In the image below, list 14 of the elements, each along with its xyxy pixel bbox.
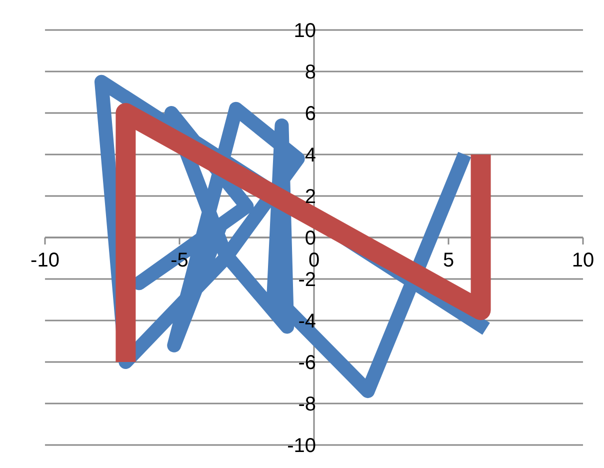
y-tick-label: -8: [298, 394, 316, 416]
y-tick-label: 4: [304, 144, 316, 166]
y-tick-label: 6: [304, 103, 316, 125]
y-tick-label: -6: [298, 352, 316, 374]
y-tick-label: 2: [304, 186, 316, 208]
y-tick-label: 8: [304, 62, 316, 84]
x-tick-label: 5: [442, 250, 454, 272]
x-tick-label: 10: [572, 250, 594, 272]
y-tick-label: -10: [287, 435, 316, 457]
y-tick-label: 0: [304, 228, 316, 250]
y-tick-label: -4: [298, 310, 316, 332]
x-tick-label: -10: [30, 250, 60, 272]
y-tick-label: 10: [294, 20, 316, 42]
y-tick-label: -2: [298, 269, 316, 291]
